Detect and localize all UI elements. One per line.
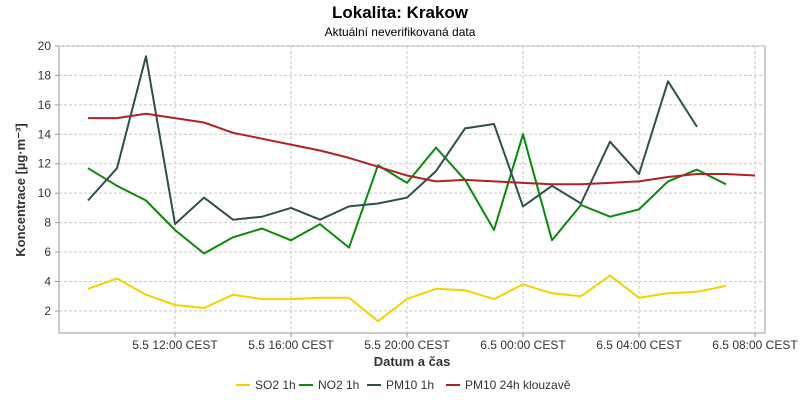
x-tick-label: 5.5 20:00 CEST	[364, 338, 450, 352]
y-tick-label: 20	[38, 39, 52, 53]
y-axis-label: Koncentrace [µg·m⁻³]	[13, 123, 28, 257]
x-tick-label: 6.5 08:00 CEST	[712, 338, 798, 352]
y-tick-label: 18	[38, 68, 52, 82]
grid-lines	[59, 45, 765, 333]
y-axis-ticks: 2 4 6 8 10 12 14 16 18 20	[38, 39, 59, 318]
y-tick-label: 8	[44, 216, 51, 230]
series-line-4	[88, 112, 756, 186]
legend: SO2 1h NO2 1h PM10 1h PM10 24h klouzavě	[236, 378, 571, 392]
x-tick-label: 5.5 12:00 CEST	[132, 338, 218, 352]
chart-title: Lokalita: Krakow	[332, 3, 469, 22]
series-line-1	[87, 274, 727, 323]
x-tick-label: 5.5 16:00 CEST	[248, 338, 334, 352]
y-tick-label: 10	[38, 186, 52, 200]
x-tick-label: 6.5 00:00 CEST	[480, 338, 566, 352]
y-tick-label: 2	[44, 304, 51, 318]
legend-label: PM10 24h klouzavě	[465, 378, 571, 392]
legend-label: NO2 1h	[318, 378, 359, 392]
series-group	[87, 55, 756, 323]
y-tick-label: 4	[44, 274, 51, 288]
series-line-2	[87, 133, 727, 255]
x-axis-label: Datum a čas	[374, 354, 451, 369]
legend-label: PM10 1h	[386, 378, 434, 392]
x-tick-label: 6.5 04:00 CEST	[596, 338, 682, 352]
y-tick-label: 12	[38, 157, 52, 171]
y-tick-label: 6	[44, 245, 51, 259]
plot-area	[58, 45, 766, 334]
chart-subtitle: Aktuální neverifikovaná data	[325, 25, 476, 39]
y-tick-label: 14	[38, 127, 52, 141]
x-axis-ticks: 5.5 12:00 CEST 5.5 16:00 CEST 5.5 20:00 CE…	[132, 333, 798, 352]
series-line-3	[87, 55, 698, 226]
y-tick-label: 16	[38, 98, 52, 112]
legend-label: SO2 1h	[255, 378, 296, 392]
